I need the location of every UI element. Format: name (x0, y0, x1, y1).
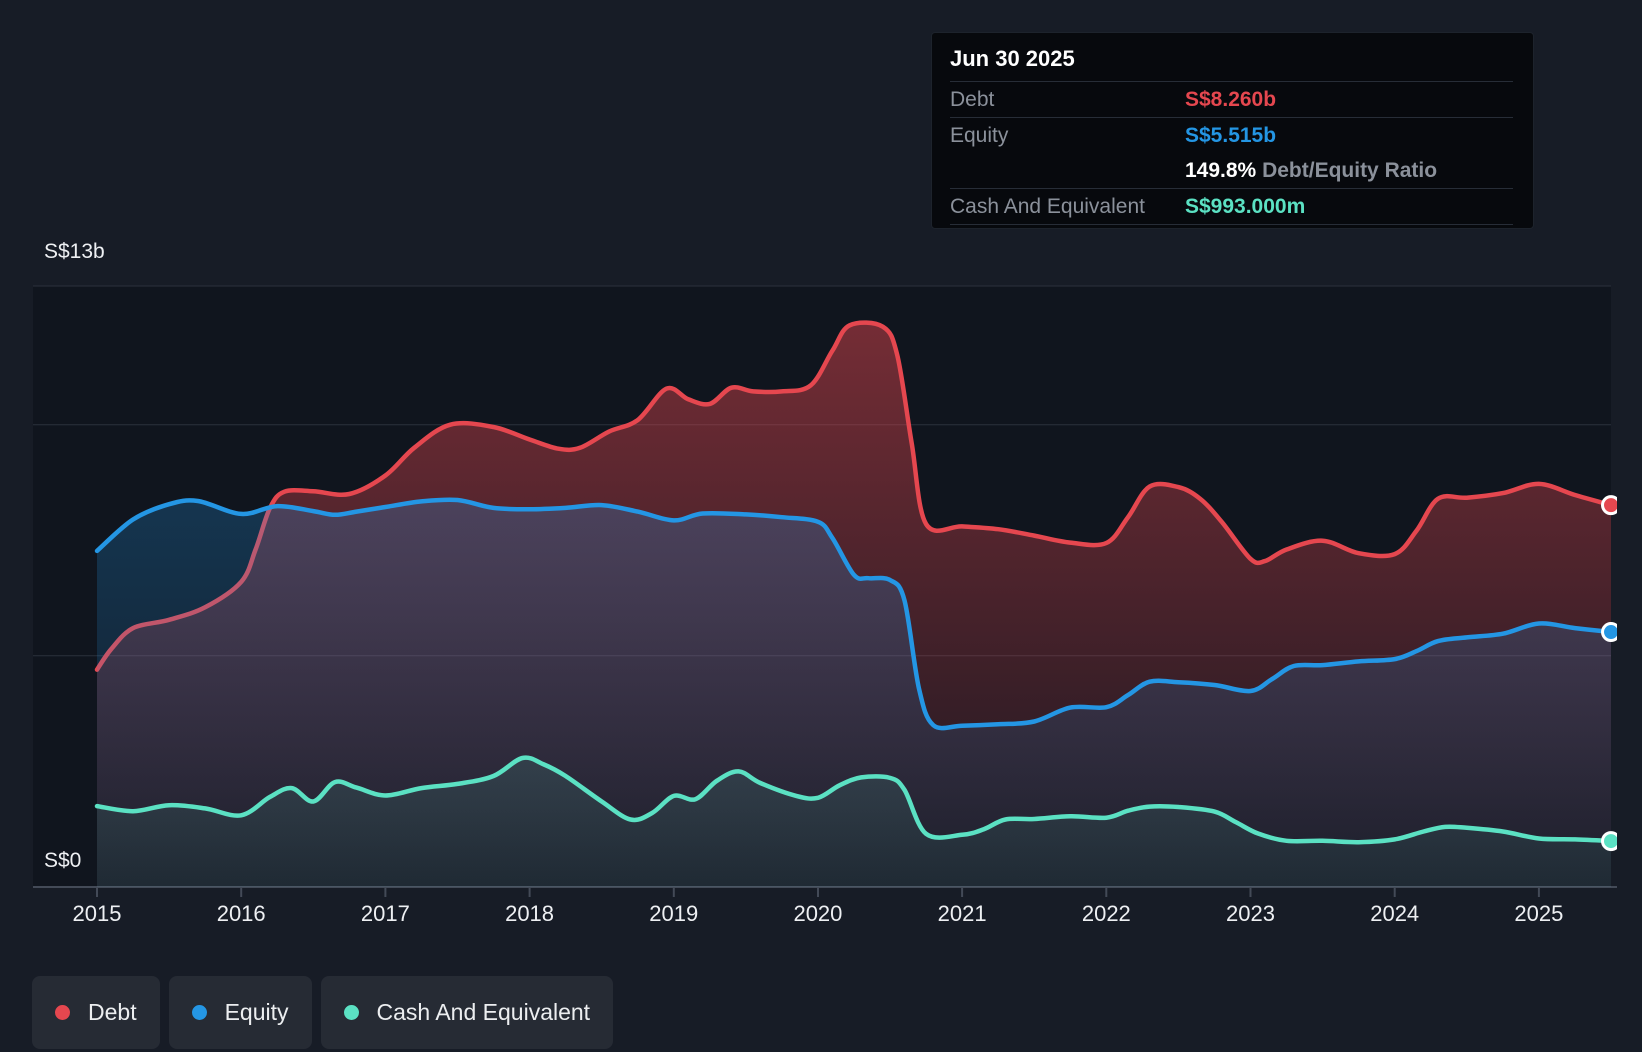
tooltip-row-cash: Cash And Equivalent S$993.000m (950, 188, 1513, 224)
x-axis-year-label: 2025 (1514, 901, 1564, 926)
y-axis-zero-label: S$0 (44, 849, 82, 872)
cash-and-equivalent-area (97, 757, 1611, 887)
x-axis-year-label: 2015 (72, 901, 122, 926)
x-axis-year-label: 2018 (505, 901, 555, 926)
y-axis-top-label: S$13b (44, 240, 105, 263)
debt-series-dot-icon (55, 1005, 70, 1020)
chart-legend: Debt Equity Cash And Equivalent (32, 976, 614, 1049)
cash-and-equivalent-line[interactable] (94, 755, 1614, 845)
legend-item-debt[interactable]: Debt (32, 976, 160, 1049)
tooltip-ratio: 149.8% Debt/Equity Ratio (1185, 153, 1437, 188)
tooltip-equity-value: S$5.515b (1185, 124, 1277, 147)
x-axis-year-label: 2023 (1226, 901, 1275, 926)
tooltip-row-debt: Debt S$8.260b (950, 81, 1513, 117)
x-axis-year-label: 2022 (1081, 901, 1131, 926)
legend-item-cash[interactable]: Cash And Equivalent (320, 976, 614, 1049)
tooltip-cash-value: S$993.000m (1185, 195, 1306, 218)
tooltip-row-ratio: 149.8% Debt/Equity Ratio (950, 153, 1513, 188)
debt-line[interactable] (94, 320, 1614, 672)
tooltip-debt-label: Debt (950, 88, 995, 111)
tooltip-ratio-value: 149.8% (1185, 159, 1257, 182)
equity-line[interactable] (94, 497, 1614, 731)
tooltip-date: Jun 30 2025 (950, 46, 1075, 71)
tooltip-cash-label: Cash And Equivalent (950, 195, 1145, 218)
legend-cash-label: Cash And Equivalent (376, 999, 591, 1025)
x-axis-year-label: 2016 (216, 901, 266, 926)
x-axis-year-label: 2024 (1370, 901, 1420, 926)
legend-item-equity[interactable]: Equity (168, 976, 312, 1049)
x-axis-year-label: 2021 (937, 901, 987, 926)
tooltip-ratio-label: Debt/Equity Ratio (1256, 159, 1438, 182)
x-axis-year-label: 2019 (649, 901, 699, 926)
equity-series-dot-icon (191, 1005, 207, 1020)
tooltip-equity-label: Equity (950, 124, 1009, 147)
legend-debt-label: Debt (88, 999, 137, 1025)
x-axis-year-label: 2017 (360, 901, 410, 926)
debt-endpoint-marker[interactable] (1601, 495, 1620, 516)
tooltip-debt-value: S$8.260b (1185, 88, 1277, 111)
cash-series-dot-icon (343, 1005, 359, 1020)
chart-tooltip: Jun 30 2025 Debt S$8.260b Equity S$5.515… (931, 32, 1534, 229)
equity-endpoint-marker[interactable] (1601, 622, 1620, 643)
cash-and-equivalent-endpoint-marker[interactable] (1601, 831, 1620, 852)
legend-equity-label: Equity (224, 999, 289, 1025)
tooltip-row-equity: Equity S$5.515b (950, 117, 1513, 153)
tooltip-bottom-divider (950, 224, 1513, 231)
x-axis-year-label: 2020 (793, 901, 843, 926)
